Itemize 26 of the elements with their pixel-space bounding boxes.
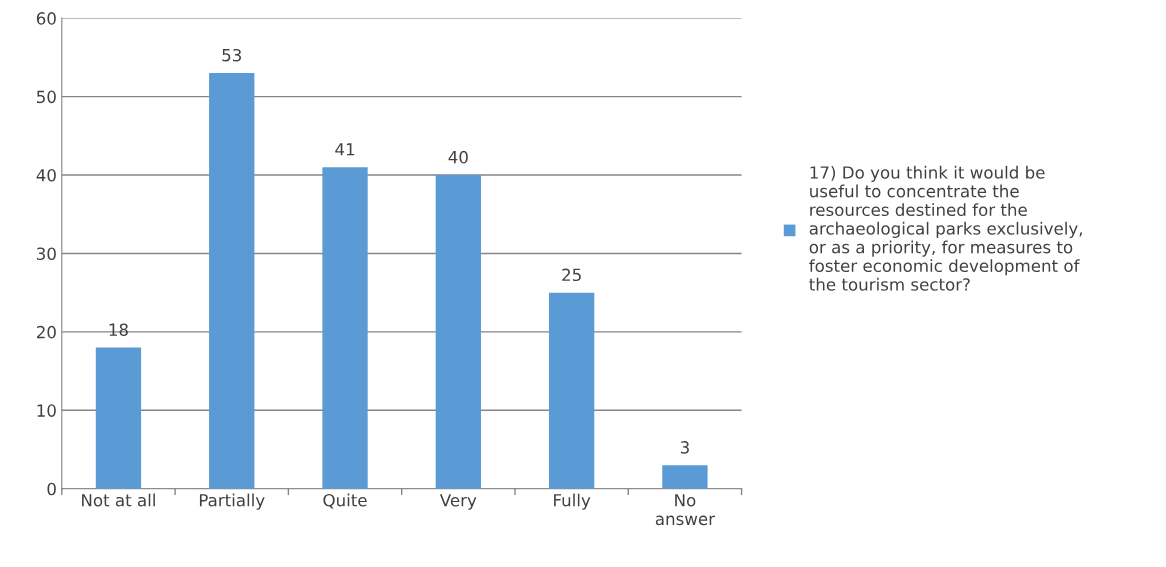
x-tick-label: Very	[439, 494, 477, 510]
y-tick-label: 40	[36, 168, 56, 182]
x-tick-label: Partially	[199, 493, 265, 510]
data-label: 25	[562, 268, 581, 282]
y-tick-label: 0	[47, 482, 56, 496]
y-tick-label: 60	[36, 12, 56, 25]
y-tick-label: 20	[36, 325, 56, 339]
bar	[435, 175, 481, 489]
bar	[95, 347, 142, 489]
data-label: 41	[335, 143, 355, 156]
x-tick-label: Fully	[554, 493, 591, 510]
y-tick-label: 50	[37, 90, 56, 104]
data-label: 53	[222, 48, 242, 62]
x-tick-label: No answer	[655, 494, 716, 526]
data-label: 40	[448, 150, 468, 164]
bar	[548, 292, 595, 489]
bar	[662, 465, 708, 489]
x-tick-label: Quite	[323, 493, 367, 509]
y-tick-label: 10	[37, 404, 56, 417]
y-tick-label: 30	[37, 247, 56, 261]
data-label: 18	[109, 323, 128, 337]
bar	[322, 167, 368, 489]
x-tick-label: Not at all	[82, 493, 155, 507]
bar	[209, 73, 255, 489]
legend-label: 17) Do you think it would be useful to concentrate the resources destined for the archaeological parks exclusively, or as a priority, for measures to foster economic development of the tourism sector?	[809, 165, 1082, 291]
data-label: 3	[680, 441, 689, 454]
